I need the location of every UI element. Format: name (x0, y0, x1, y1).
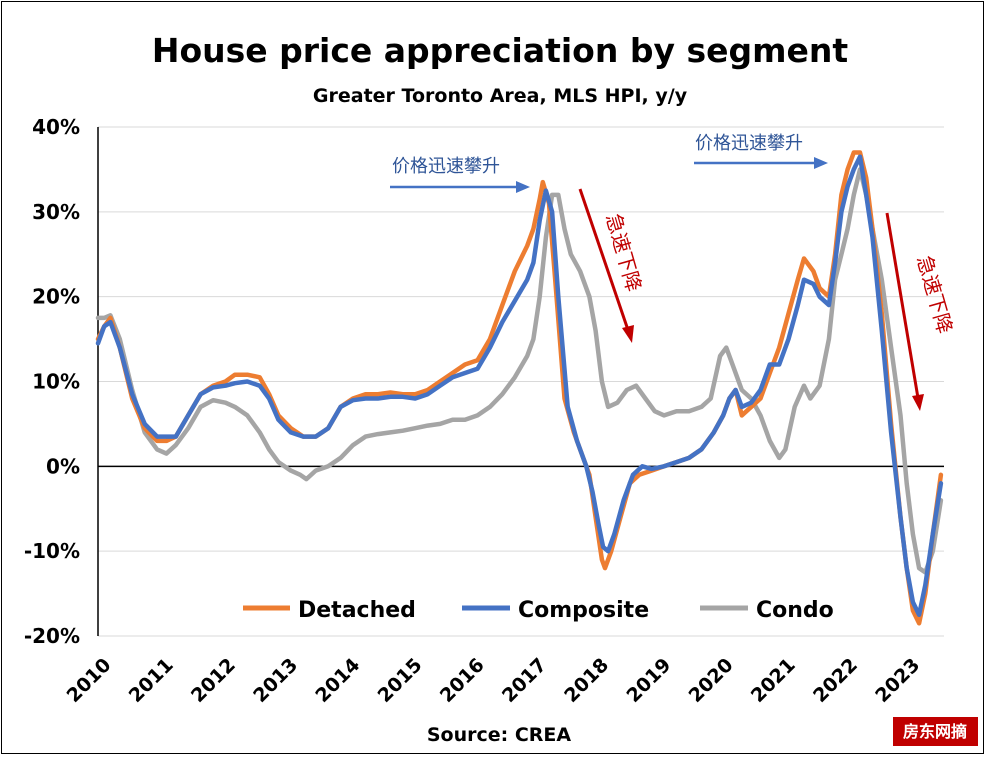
x-axis-ticks: 2010 2011 2012 2013 2014 2015 2016 2017 2018 2019… (63, 654, 925, 707)
x-tick-label: 2012 (187, 654, 240, 707)
x-tick-label: 2014 (311, 654, 364, 707)
series-line-condo (95, 167, 944, 575)
x-tick-label: 2019 (622, 654, 675, 707)
annotation-fall-arrowhead-2 (912, 394, 924, 411)
x-tick-label: 2017 (498, 654, 551, 707)
y-axis-ticks: 40% 30% 20% 10% 0% -10% -20% (24, 115, 80, 648)
annotation-fall-text-2: 急速下降 (912, 253, 957, 337)
x-tick-label: 2015 (374, 654, 427, 707)
series-line-composite (95, 154, 944, 618)
y-tick-label: -10% (24, 539, 80, 563)
annotation-fall-text-1: 急速下降 (601, 211, 646, 295)
annotation-fall-arrowhead-1 (622, 325, 634, 343)
watermark: 房东网摘 (893, 717, 978, 746)
legend-label-condo: Condo (756, 598, 834, 623)
y-tick-label: 40% (32, 115, 80, 139)
annotation-fall-arrow-1 (578, 188, 630, 331)
x-tick-label: 2018 (560, 654, 613, 707)
y-tick-label: -20% (24, 624, 80, 648)
x-tick-label: 2010 (63, 654, 116, 707)
legend-item-detached: Detached (243, 598, 416, 623)
x-tick-label: 2021 (747, 654, 800, 707)
y-tick-label: 0% (46, 454, 80, 478)
x-tick-label: 2020 (685, 654, 738, 707)
annotation-rise-arrowhead-2 (814, 157, 828, 169)
annotation-rise-2017: 价格迅速攀升 (390, 156, 530, 193)
legend-label-detached: Detached (298, 598, 416, 623)
annotation-fall-arrow-2 (885, 212, 920, 399)
watermark-text: 房东网摘 (903, 722, 967, 741)
y-tick-label: 30% (32, 200, 80, 224)
watermark-background (893, 717, 978, 746)
x-tick-label: 2013 (249, 654, 302, 707)
y-tick-label: 20% (32, 285, 80, 309)
legend: Detached Composite Condo (243, 598, 834, 623)
y-tick-label: 10% (32, 370, 80, 394)
legend-label-composite: Composite (518, 598, 649, 623)
legend-item-condo: Condo (700, 598, 834, 623)
series-lines (95, 150, 944, 626)
chart-subtitle: Greater Toronto Area, MLS HPI, y/y (313, 85, 688, 107)
annotation-rise-text-1: 价格迅速攀升 (392, 156, 500, 177)
annotation-rise-text-2: 价格迅速攀升 (695, 133, 803, 154)
annotation-rise-arrowhead-1 (516, 181, 530, 193)
annotation-rise-2021: 价格迅速攀升 (694, 133, 828, 169)
x-tick-label: 2022 (809, 654, 862, 707)
source-note: Source: CREA (427, 724, 572, 746)
x-tick-label: 2023 (871, 654, 924, 707)
chart-title: House price appreciation by segment (152, 31, 849, 70)
x-tick-label: 2016 (436, 654, 489, 707)
x-tick-label: 2011 (125, 654, 178, 707)
legend-item-composite: Composite (462, 598, 649, 623)
